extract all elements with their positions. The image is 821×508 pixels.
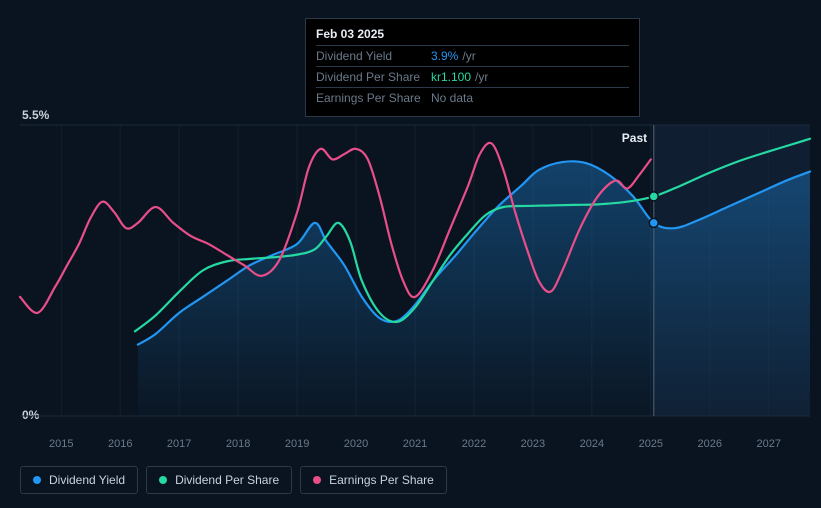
x-axis-tick-label: 2017 [167,438,191,450]
chart-legend: Dividend Yield Dividend Per Share Earnings… [20,466,447,494]
tooltip-row-unit: /yr [475,70,488,84]
line-chart[interactable] [20,108,810,424]
legend-item[interactable]: Dividend Per Share [146,466,292,494]
tooltip-row: Earnings Per ShareNo data [316,87,629,108]
tooltip-row: Dividend Per Sharekr1.100/yr [316,66,629,87]
x-axis-tick-label: 2025 [639,438,663,450]
x-axis-tick-label: 2024 [580,438,604,450]
chart-tooltip: Feb 03 2025 Dividend Yield3.9%/yrDividen… [305,18,640,117]
legend-item[interactable]: Dividend Yield [20,466,138,494]
x-axis-tick-label: 2016 [108,438,132,450]
x-axis-tick-label: 2015 [49,438,73,450]
tooltip-row-label: Earnings Per Share [316,91,431,105]
x-axis-tick-label: 2021 [403,438,427,450]
legend-dot-icon [33,476,41,484]
legend-item[interactable]: Earnings Per Share [300,466,447,494]
legend-label: Dividend Per Share [175,473,279,487]
tooltip-row-label: Dividend Yield [316,49,431,63]
tooltip-row-label: Dividend Per Share [316,70,431,84]
tooltip-row-value: No data [431,91,473,105]
legend-label: Earnings Per Share [329,473,434,487]
legend-dot-icon [313,476,321,484]
x-axis-tick-label: 2020 [344,438,368,450]
tooltip-row-value: 3.9% [431,49,458,63]
legend-dot-icon [159,476,167,484]
x-axis-labels: 2015 2016 2017 2018 2019 2020 2021 2022 2023 2024… [20,438,810,458]
tooltip-date: Feb 03 2025 [316,27,629,41]
tooltip-row-value: kr1.100 [431,70,471,84]
x-axis-tick-label: 2023 [521,438,545,450]
x-axis-tick-label: 2027 [756,438,780,450]
tooltip-row: Dividend Yield3.9% /yr [316,45,629,66]
chart-area [20,108,810,424]
legend-label: Dividend Yield [49,473,125,487]
x-axis-tick-label: 2022 [462,438,486,450]
x-axis-tick-label: 2019 [285,438,309,450]
tooltip-row-unit: /yr [462,49,475,63]
x-axis-tick-label: 2026 [698,438,722,450]
x-axis-tick-label: 2018 [226,438,250,450]
